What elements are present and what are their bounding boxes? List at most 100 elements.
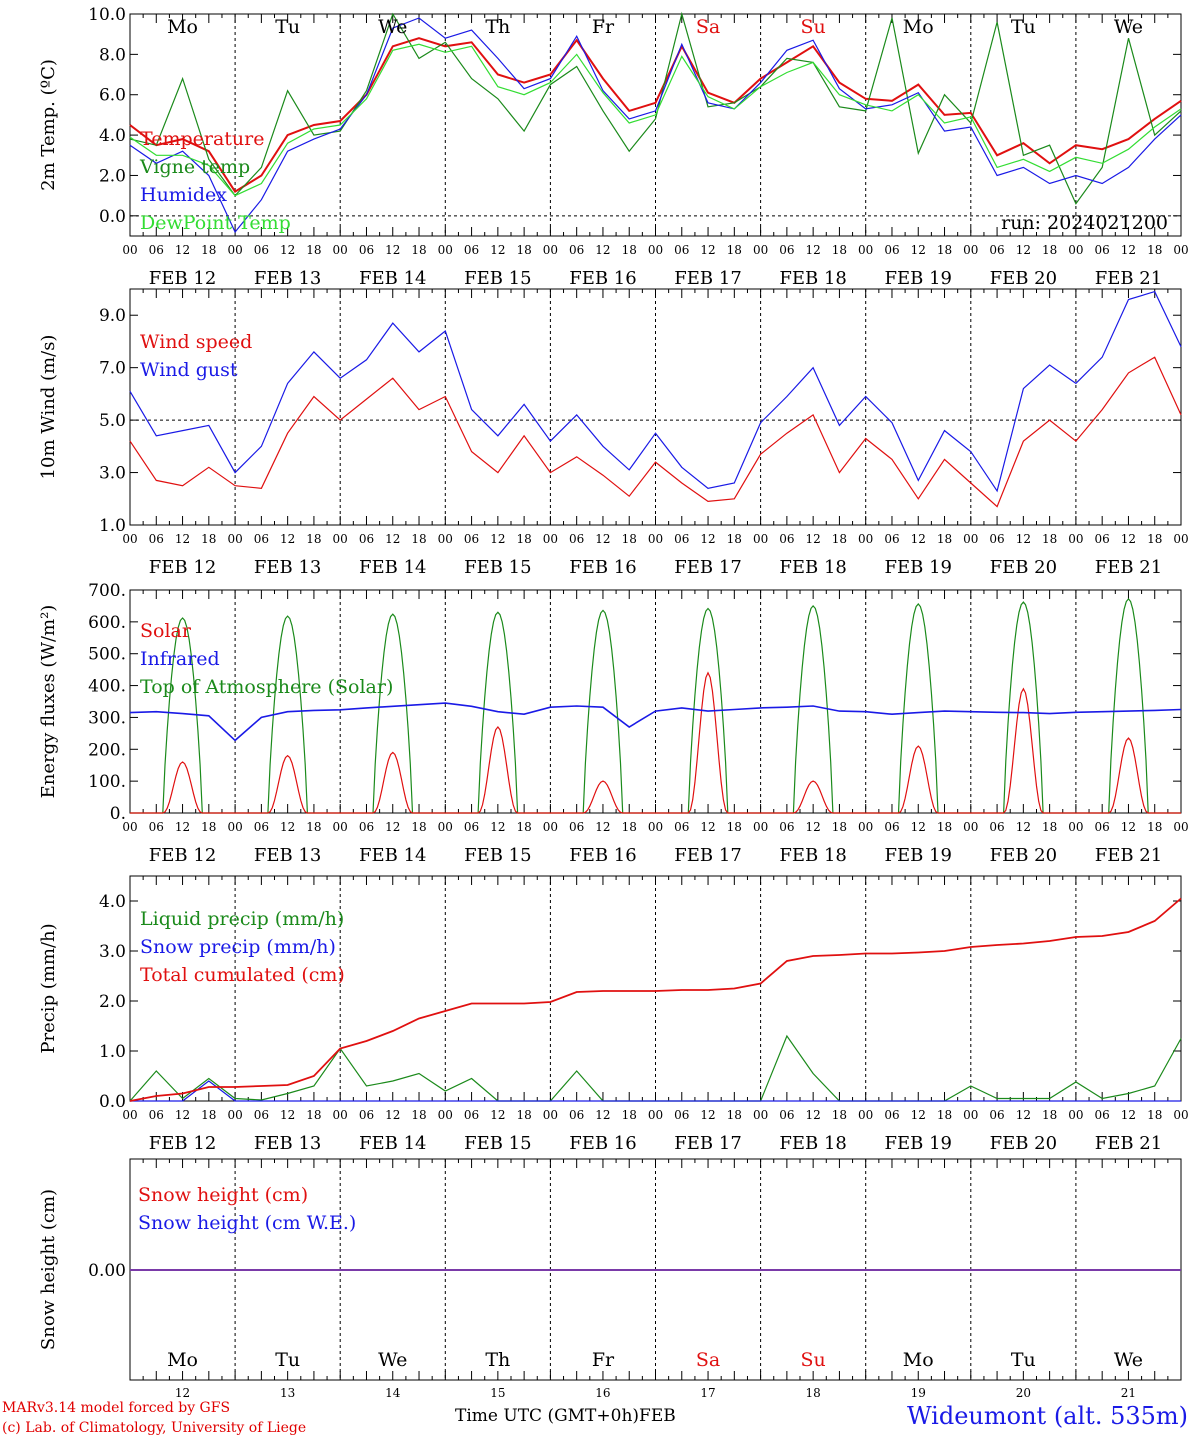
day-number-label: 20 — [1016, 1386, 1031, 1400]
hour-tick-label: 00 — [227, 532, 242, 546]
hour-tick-label: 18 — [832, 820, 847, 834]
legend-entry: Liquid precip (mm/h) — [140, 908, 344, 930]
panel-1: 00 06 12 18 00 06 12 18 00 06 12 18 00 06 12 18 00 06 12 18… — [122, 13, 1189, 289]
y-axis-title: Energy fluxes (W/m²) — [38, 605, 59, 799]
hour-tick-label: 18 — [727, 532, 742, 546]
weekday-label: Mo — [903, 1349, 934, 1371]
hour-tick-label: 18 — [411, 820, 426, 834]
y-tick-label: 7.0 — [99, 359, 126, 379]
date-label: FEB 17 — [674, 557, 741, 578]
hour-tick-label: 18 — [411, 1108, 426, 1122]
y-tick-label: 1.0 — [99, 516, 126, 536]
weekday-label: Th — [485, 16, 510, 38]
weekday-label: We — [1114, 1349, 1143, 1371]
hour-tick-label: 06 — [569, 532, 584, 546]
hour-tick-label: 06 — [989, 243, 1004, 257]
hour-tick-label: 12 — [1016, 532, 1031, 546]
hour-tick-label: 00 — [333, 243, 348, 257]
hour-tick-label: 12 — [175, 1108, 190, 1122]
hour-tick-label: 06 — [569, 820, 584, 834]
hour-tick-label: 06 — [149, 820, 164, 834]
hour-tick-label: 06 — [884, 1108, 899, 1122]
hour-tick-label: 18 — [832, 1108, 847, 1122]
lab-credit-text: (c) Lab. of Climatology, University of L… — [2, 1420, 307, 1436]
date-label: FEB 12 — [149, 845, 216, 866]
hour-tick-label: 00 — [333, 1108, 348, 1122]
day-number-label: 18 — [806, 1386, 821, 1400]
date-label: FEB 21 — [1095, 268, 1162, 289]
hour-tick-label: 06 — [1095, 1108, 1110, 1122]
series-line-solar — [130, 671, 1181, 814]
hour-tick-label: 00 — [227, 243, 242, 257]
y-tick-label: 8.0 — [99, 45, 126, 65]
hour-tick-label: 06 — [989, 820, 1004, 834]
hour-tick-label: 06 — [464, 243, 479, 257]
hour-tick-label: 12 — [806, 243, 821, 257]
hour-tick-label: 00 — [1173, 1108, 1188, 1122]
hour-tick-label: 00 — [122, 532, 137, 546]
y-tick-label: 4.0 — [99, 126, 126, 146]
hour-tick-label: 18 — [622, 243, 637, 257]
date-label: FEB 15 — [464, 268, 531, 289]
legend-entry: Infrared — [140, 648, 220, 670]
hour-tick-label: 06 — [989, 1108, 1004, 1122]
x-axis-title: Time UTC (GMT+0h)FEB — [455, 1406, 676, 1426]
hour-tick-label: 12 — [595, 820, 610, 834]
date-label: FEB 19 — [885, 268, 952, 289]
hour-tick-label: 00 — [227, 820, 242, 834]
weekday-label: Mo — [903, 16, 934, 38]
weekday-label: Mo — [167, 16, 198, 38]
hour-tick-label: 00 — [438, 243, 453, 257]
hour-tick-label: 18 — [516, 820, 531, 834]
hour-tick-label: 06 — [359, 532, 374, 546]
hour-tick-label: 12 — [385, 532, 400, 546]
day-number-label: 19 — [911, 1386, 926, 1400]
hour-tick-label: 18 — [201, 243, 216, 257]
x-axis-month: FEB — [639, 1406, 676, 1426]
series-line-dewpoint-temp — [129, 43, 1182, 197]
hour-tick-label: 00 — [648, 1108, 663, 1122]
hour-tick-label: 00 — [438, 1108, 453, 1122]
hour-tick-label: 12 — [1121, 243, 1136, 257]
hour-tick-label: 00 — [122, 820, 137, 834]
hour-tick-label: 06 — [1095, 243, 1110, 257]
weekday-label: We — [378, 1349, 407, 1371]
y-tick-label: 6.0 — [99, 86, 126, 106]
hour-tick-label: 00 — [858, 532, 873, 546]
hour-tick-label: 18 — [727, 243, 742, 257]
hour-tick-label: 12 — [385, 1108, 400, 1122]
hour-tick-label: 18 — [201, 532, 216, 546]
hour-tick-label: 06 — [254, 820, 269, 834]
hour-tick-label: 00 — [333, 532, 348, 546]
hour-tick-label: 12 — [175, 243, 190, 257]
legend-entry: Humidex — [140, 184, 227, 206]
hour-tick-label: 06 — [674, 820, 689, 834]
legend-entry: Snow precip (mm/h) — [140, 936, 336, 958]
hour-tick-label: 12 — [1016, 243, 1031, 257]
y-tick-label: 9.0 — [99, 306, 126, 326]
weekday-label: Tu — [1011, 1349, 1036, 1371]
hour-tick-label: 18 — [516, 532, 531, 546]
y-axis-title: Precip (mm/h) — [38, 923, 59, 1053]
panel-3: 00 06 12 18 00 06 12 18 00 06 12 18 00 06 12 18 00 06 12 18… — [122, 589, 1189, 866]
hour-tick-label: 00 — [543, 532, 558, 546]
date-label: FEB 16 — [569, 1133, 636, 1154]
hour-tick-label: 18 — [937, 532, 952, 546]
hour-tick-label: 06 — [464, 1108, 479, 1122]
day-number-label: 16 — [595, 1386, 610, 1400]
weekday-label: Tu — [275, 16, 300, 38]
date-label: FEB 14 — [359, 268, 426, 289]
hour-tick-label: 18 — [516, 243, 531, 257]
y-tick-label: 4.0 — [99, 892, 126, 912]
series-line-vigne-temp — [129, 11, 1182, 205]
hour-tick-label: 06 — [779, 243, 794, 257]
date-label: FEB 16 — [569, 268, 636, 289]
date-label: FEB 19 — [885, 845, 952, 866]
date-label: FEB 18 — [779, 557, 846, 578]
y-axis-2: 1.0 3.0 5.0 7.0 9.0 10m Wind (m/s) — [38, 306, 1181, 536]
weekday-label: Fr — [592, 16, 615, 38]
hour-tick-label: 12 — [385, 820, 400, 834]
hour-tick-label: 06 — [674, 1108, 689, 1122]
hour-tick-label: 06 — [464, 820, 479, 834]
